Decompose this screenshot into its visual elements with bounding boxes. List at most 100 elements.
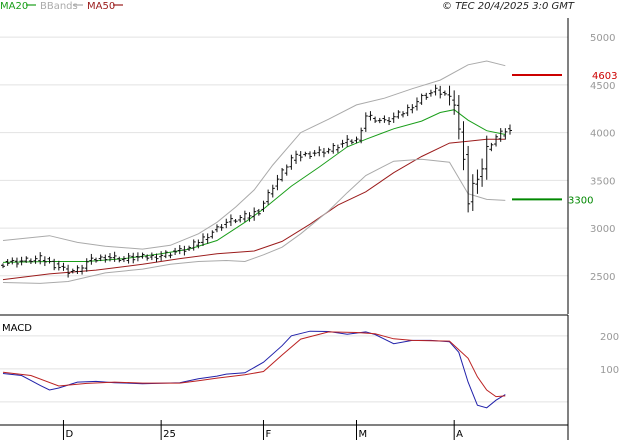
ohlc-bar — [214, 224, 219, 233]
ohlc-bar — [433, 84, 438, 96]
ohlc-bar — [284, 164, 289, 176]
macd-grid — [0, 335, 568, 403]
ohlc-bar — [442, 90, 447, 96]
ohlc-bar — [219, 224, 224, 231]
ohlc-bar — [61, 262, 66, 271]
ohlc-bar — [452, 90, 457, 115]
ma50-line — [2, 138, 506, 281]
ohlc-bar — [410, 104, 415, 114]
ohlc-bar — [484, 135, 489, 180]
ohlc-bar — [117, 256, 122, 263]
ohlc-bar — [270, 184, 275, 198]
ohlc-bar — [326, 147, 331, 154]
ohlc-bar — [84, 258, 89, 272]
ohlc-bar — [187, 245, 192, 251]
ohlc-bar — [466, 145, 471, 213]
ohlc-bar — [252, 207, 257, 221]
ohlc-bar — [173, 247, 178, 255]
ohlc-bar — [103, 254, 108, 263]
ohlc-bar — [428, 89, 433, 97]
ohlc-bar — [131, 252, 136, 264]
price-tick-labels: 2500 3000 3500 4000 4500 5000 — [590, 33, 615, 283]
ohlc-bar — [24, 256, 29, 263]
ohlc-bar — [470, 174, 475, 211]
x-tick-label: A — [456, 429, 463, 440]
price-tick-label: 3500 — [590, 176, 615, 187]
bb-upper-line — [2, 60, 506, 250]
macd-lines — [2, 330, 506, 409]
ohlc-bar — [89, 253, 94, 265]
ohlc-bar — [363, 112, 368, 132]
ohlc-bar — [377, 117, 382, 124]
ohlc-bar — [140, 252, 145, 259]
price-indicator-lines — [2, 60, 506, 284]
ohlc-bar — [66, 264, 71, 278]
ohlc-bar — [349, 139, 354, 145]
ohlc-bar — [494, 134, 499, 147]
ohlc-bar — [33, 255, 38, 264]
ohlc-bar — [303, 151, 308, 157]
ohlc-bar — [182, 245, 187, 256]
ohlc-bar — [280, 168, 285, 182]
ohlc-bar — [345, 135, 350, 147]
ohlc-bar — [331, 143, 336, 154]
ohlc-bar — [391, 112, 396, 123]
ohlc-bar — [266, 189, 271, 205]
ohlc-bar — [340, 139, 345, 148]
ohlc-bar — [289, 154, 294, 170]
ohlc-bar — [159, 251, 164, 261]
ohlc-bar — [275, 174, 280, 191]
legend-ma20-label: MA20 — [0, 1, 28, 12]
ohlc-bar — [121, 256, 126, 263]
ohlc-bar — [424, 92, 429, 100]
ohlc-bar — [210, 230, 215, 239]
ohlc-bar — [461, 121, 466, 171]
ohlc-bar — [94, 257, 99, 263]
ohlc-bar — [42, 256, 47, 267]
ohlc-bar — [107, 253, 112, 262]
ohlc-bar — [80, 264, 85, 275]
price-bars — [1, 84, 512, 278]
macd-panel-title: MACD — [2, 323, 32, 334]
ohlc-bar — [438, 85, 443, 99]
bb-lower-line — [2, 158, 506, 284]
price-tick-label: 5000 — [590, 33, 615, 44]
ohlc-bar — [298, 151, 303, 162]
ohlc-bar — [508, 124, 512, 135]
macd-tick-labels: 100 200 — [600, 332, 619, 376]
ohlc-bar — [321, 147, 326, 158]
price-tick-label: 2500 — [590, 272, 615, 283]
ohlc-bar — [261, 200, 266, 212]
legend-bbands-label: BBands — [40, 1, 78, 12]
ohlc-bar — [312, 150, 317, 157]
ohlc-bar — [456, 95, 461, 140]
ohlc-bar — [368, 111, 373, 121]
ohlc-bar — [489, 142, 494, 152]
ohlc-bar — [205, 233, 210, 244]
ohlc-bar — [1, 263, 5, 269]
ohlc-bar — [414, 97, 419, 111]
ma20-line — [2, 109, 506, 263]
ohlc-bar — [28, 258, 33, 265]
resistance-label: 4603 — [592, 71, 617, 82]
x-tick-label: F — [265, 429, 271, 440]
ohlc-bar — [191, 239, 196, 251]
macd-line — [2, 330, 506, 409]
ohlc-bar — [307, 151, 312, 159]
support-label: 3300 — [568, 195, 593, 206]
ohlc-bar — [149, 252, 154, 261]
ohlc-bar — [387, 117, 392, 126]
ohlc-bar — [294, 150, 299, 164]
ohlc-bar — [145, 254, 150, 261]
ohlc-bar — [70, 268, 75, 274]
ohlc-bar — [405, 104, 410, 117]
ohlc-bar — [47, 256, 52, 264]
price-tick-label: 3000 — [590, 224, 615, 235]
price-tick-label: 4000 — [590, 129, 615, 140]
ohlc-bar — [75, 265, 80, 274]
legend-ma50-label: MA50 — [87, 1, 115, 12]
ohlc-bar — [19, 256, 24, 266]
ohlc-bar — [10, 257, 15, 265]
ohlc-bar — [447, 85, 452, 106]
ohlc-bar — [201, 233, 206, 247]
